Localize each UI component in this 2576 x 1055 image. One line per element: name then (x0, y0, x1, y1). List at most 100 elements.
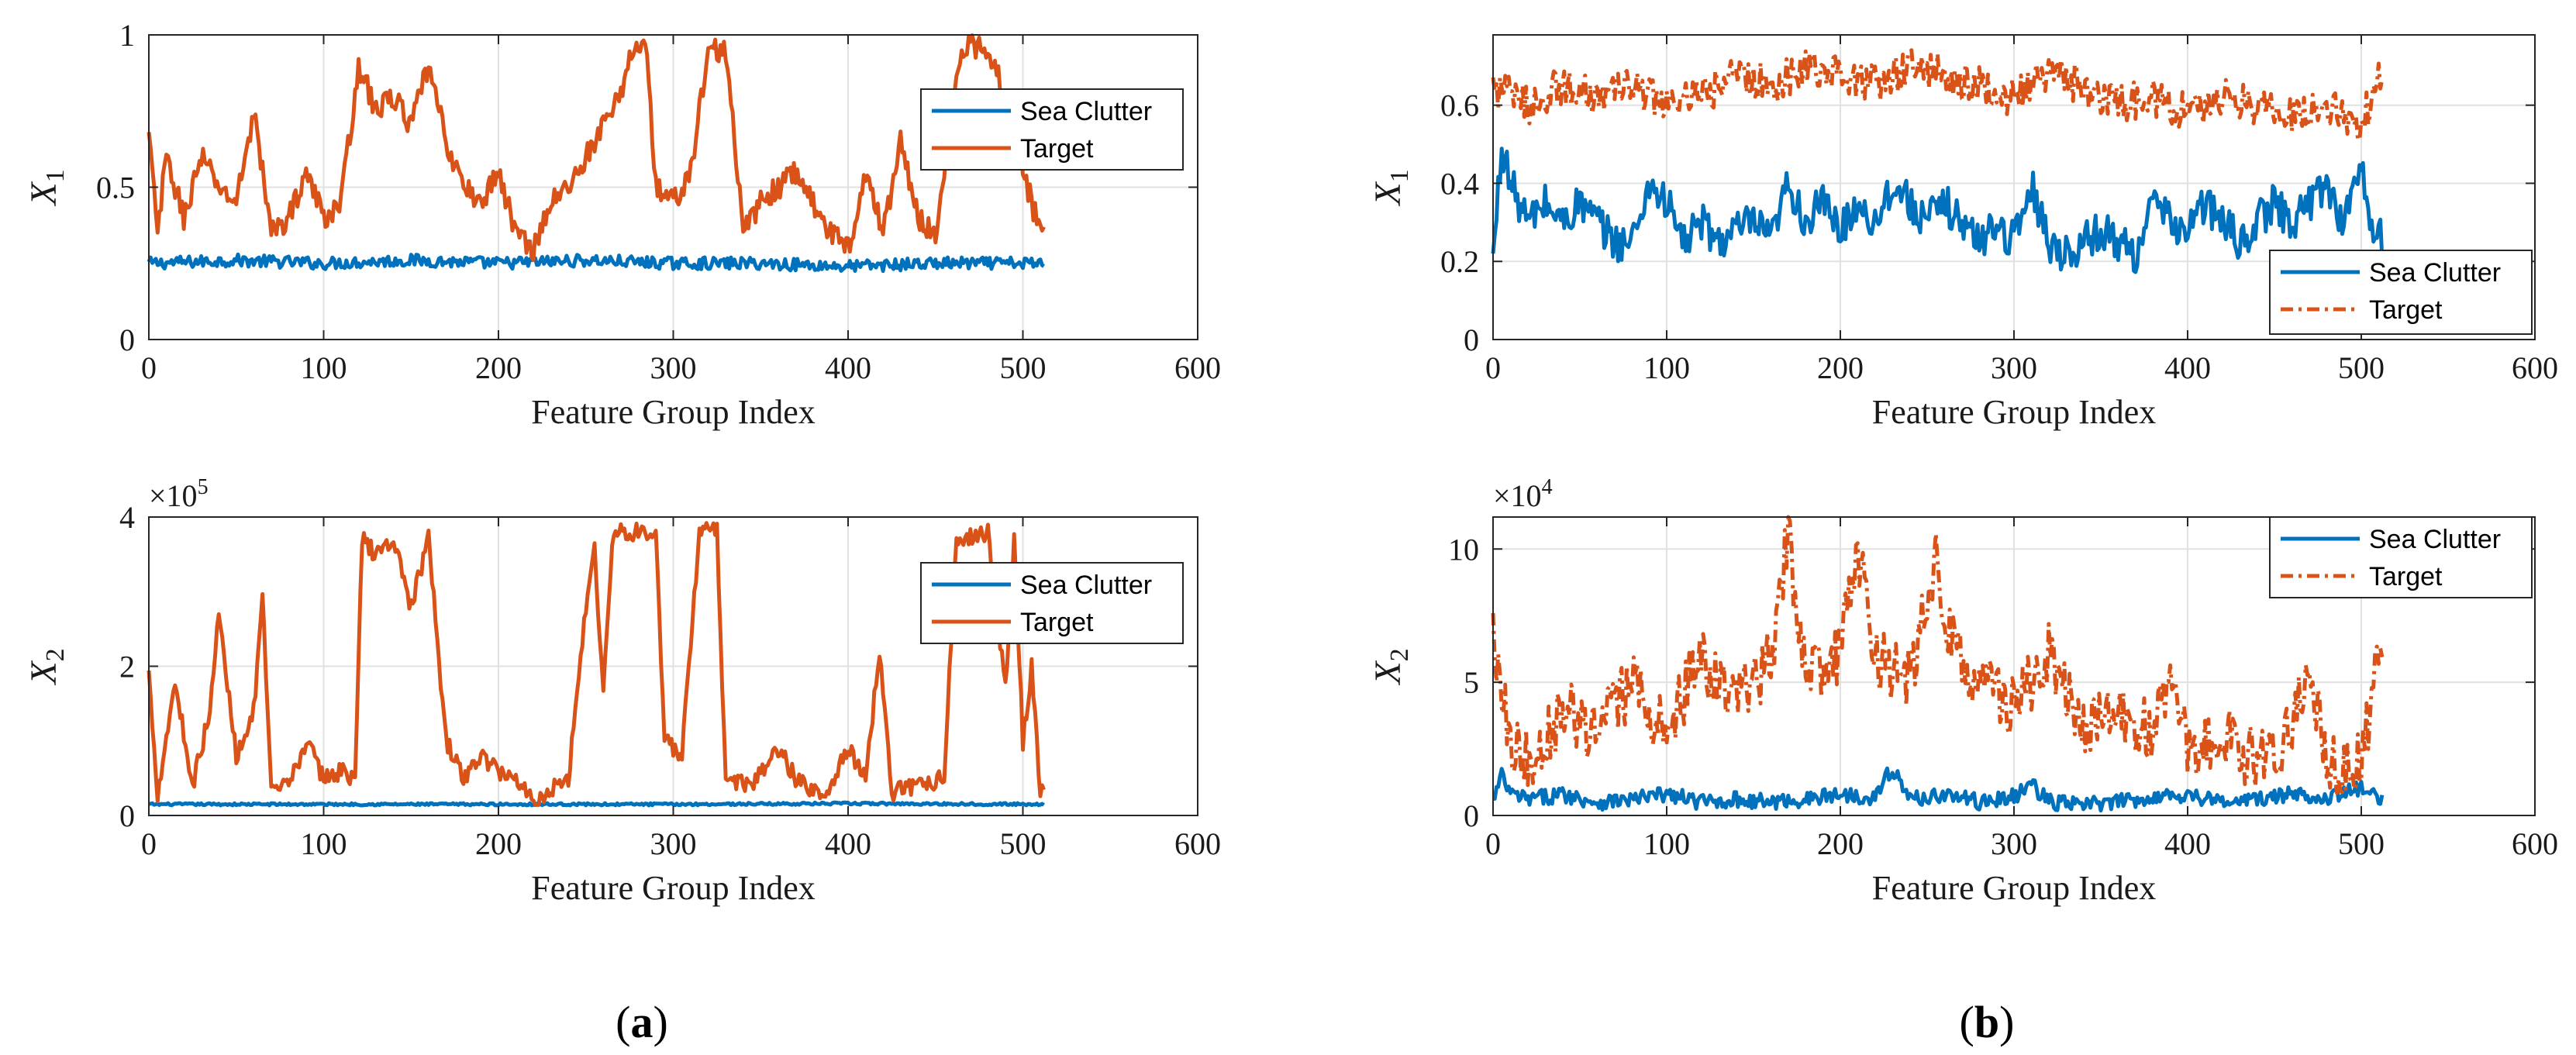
legend-label-target: Target (2369, 295, 2443, 325)
series-line-target (147, 521, 1046, 807)
x-tick-label: 300 (650, 350, 697, 385)
grid (148, 34, 1198, 340)
ticks: 0 100 200 300 400 500 600 0 0.5 1 (96, 18, 1221, 385)
panel-caption-b: (b) (1960, 997, 2015, 1047)
series-line-sea-clutter (1492, 766, 2385, 813)
x-tick-label: 300 (650, 826, 697, 861)
ticks: 0 100 200 300 400 500 600 0 5 10 (1448, 517, 2558, 861)
x-tick-label: 600 (2512, 350, 2558, 385)
legend-label-target: Target (2369, 562, 2443, 591)
legend-label-target: Target (1020, 134, 1094, 164)
y-tick-label: 0 (119, 798, 135, 833)
x-tick-label: 100 (301, 350, 347, 385)
y-tick-label: 0.5 (96, 171, 135, 205)
series-layer (1491, 48, 2385, 274)
x-tick-label: 500 (2338, 826, 2385, 861)
legend-label-sea-clutter: Sea Clutter (2369, 258, 2501, 288)
x-tick-label: 400 (825, 350, 871, 385)
legend: Sea Clutter Target (920, 88, 1184, 171)
y-tick-label: 0.6 (1440, 88, 1479, 123)
chart-b-bottom: 0 100 200 300 400 500 600 0 5 10 Feature Group In… (1367, 475, 2558, 907)
x-tick-label: 0 (1485, 350, 1501, 385)
y-tick-label: 1 (119, 18, 135, 53)
x-tick-label: 600 (2512, 826, 2558, 861)
caption-b-letter: b (1974, 997, 1999, 1047)
x-tick-label: 100 (1643, 826, 1690, 861)
legend-label-sea-clutter: Sea Clutter (2369, 525, 2501, 554)
caption-a-open: ( (616, 997, 630, 1047)
x-tick-label: 400 (825, 826, 871, 861)
caption-b-close: ) (1999, 997, 2014, 1047)
series-line-target (1491, 48, 2385, 143)
legend: Sea Clutter Target (2269, 516, 2533, 598)
series-layer (1491, 515, 2385, 813)
legend-box (920, 88, 1184, 171)
x-tick-label: 200 (1817, 826, 1864, 861)
series-layer (147, 33, 1046, 274)
x-tick-label: 300 (1991, 826, 2037, 861)
y-axis-label: X1 (23, 169, 70, 206)
y-axis-label-sub: 2 (1385, 648, 1414, 661)
y-tick-label: 4 (119, 500, 135, 535)
y-axis-label-base: X (1367, 181, 1409, 207)
legend-label-sea-clutter: Sea Clutter (1020, 97, 1152, 126)
y-tick-label: 2 (119, 650, 135, 684)
x-tick-label: 200 (475, 826, 522, 861)
y-multiplier-base: ×10 (1493, 478, 1542, 513)
x-tick-label: 600 (1174, 350, 1221, 385)
caption-a-close: ) (653, 997, 668, 1047)
y-axis-label: X1 (1367, 169, 1414, 206)
x-axis-label: Feature Group Index (531, 393, 816, 431)
y-multiplier: ×104 (1493, 475, 1553, 513)
y-tick-label: 5 (1464, 665, 1479, 700)
legend: Sea Clutter Target (2269, 250, 2533, 335)
series-line-target (1491, 515, 2385, 795)
x-tick-label: 0 (1485, 826, 1501, 861)
legend-box (920, 562, 1184, 644)
x-tick-label: 100 (301, 826, 347, 861)
y-tick-label: 0.2 (1440, 244, 1479, 279)
x-tick-label: 500 (1000, 826, 1047, 861)
legend: Sea Clutter Target (920, 562, 1184, 644)
legend-label-sea-clutter: Sea Clutter (1020, 571, 1152, 600)
series-layer (147, 521, 1046, 808)
y-axis-label-sub: 2 (41, 648, 70, 661)
caption-b-open: ( (1960, 997, 1974, 1047)
legend-box (2269, 516, 2533, 598)
y-axis-label-sub: 1 (1385, 169, 1414, 182)
y-tick-label: 10 (1448, 532, 1479, 567)
y-multiplier-exp: 4 (1542, 475, 1553, 499)
y-axis-label-base: X (1367, 660, 1409, 686)
y-multiplier-exp: 5 (198, 475, 209, 499)
caption-a-letter: a (631, 997, 653, 1047)
ticks: 0 100 200 300 400 500 600 0 2 4 (119, 500, 1221, 861)
panel-caption-a: (a) (616, 997, 668, 1047)
legend-label-target: Target (1020, 608, 1094, 637)
chart-a-top: 0 100 200 300 400 500 600 0 0.5 1 Feature Group I… (23, 18, 1221, 431)
series-line-target (147, 33, 1046, 262)
legend-box (2269, 250, 2533, 335)
x-axis-label: Feature Group Index (1872, 393, 2157, 431)
y-axis-label-base: X (23, 181, 64, 207)
x-tick-label: 0 (141, 350, 157, 385)
series-line-sea-clutter (1491, 147, 2385, 274)
y-multiplier: ×105 (149, 475, 209, 513)
y-tick-label: 0 (1464, 798, 1479, 833)
y-axis-label: X2 (23, 648, 70, 685)
x-tick-label: 200 (475, 350, 522, 385)
y-tick-label: 0.4 (1440, 166, 1479, 201)
y-tick-label: 0 (1464, 322, 1479, 357)
x-tick-label: 200 (1817, 350, 1864, 385)
y-multiplier-base: ×10 (149, 478, 198, 513)
chart-a-bottom: 0 100 200 300 400 500 600 0 2 4 Feature Group Ind… (23, 475, 1221, 907)
x-tick-label: 500 (2338, 350, 2385, 385)
x-axis-label: Feature Group Index (1872, 869, 2157, 907)
series-line-sea-clutter (148, 800, 1046, 808)
x-tick-label: 600 (1174, 826, 1221, 861)
x-tick-label: 400 (2164, 826, 2211, 861)
x-axis-label: Feature Group Index (531, 869, 816, 907)
x-tick-label: 0 (141, 826, 157, 861)
y-axis-label-base: X (23, 660, 64, 686)
y-tick-label: 0 (119, 322, 135, 357)
